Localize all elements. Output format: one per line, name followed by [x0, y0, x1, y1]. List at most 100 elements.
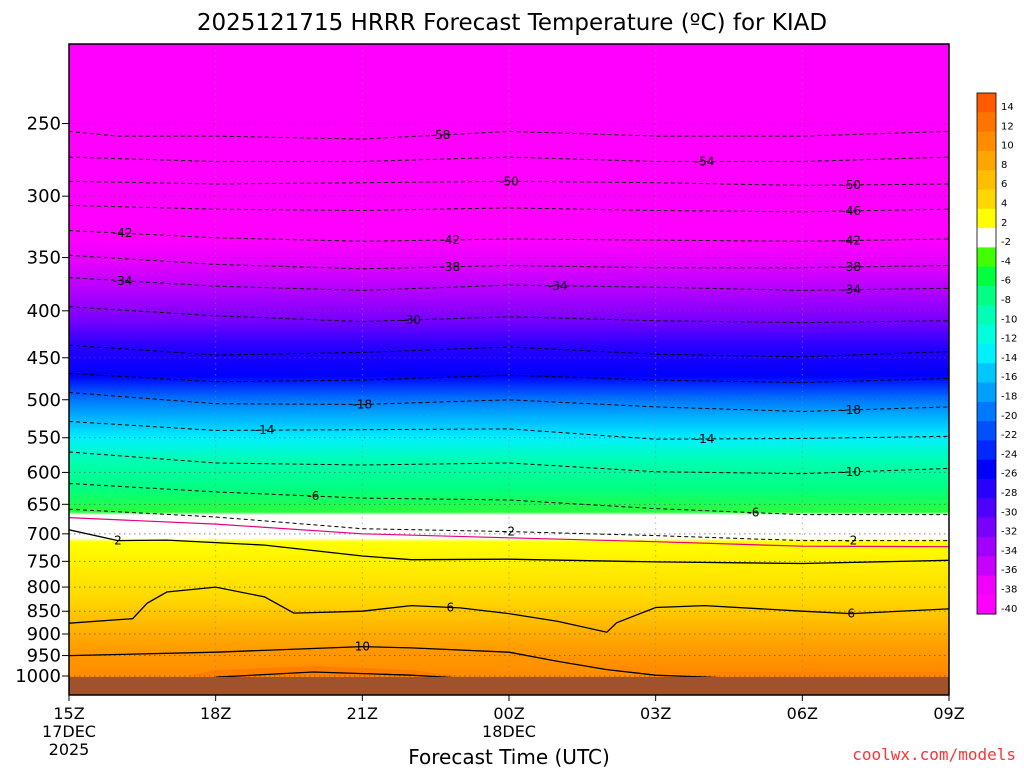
colorbar-swatch	[977, 305, 996, 325]
colorbar-label: 14	[1001, 102, 1014, 113]
isotherm-line	[69, 130, 949, 140]
colorbar-swatch	[977, 440, 996, 461]
colorbar-swatch	[977, 556, 996, 576]
credit-text: coolwx.com/models	[852, 745, 1016, 764]
isotherm-line	[69, 344, 949, 358]
colorbar-swatch	[977, 343, 996, 364]
colorbar-label: -14	[1001, 353, 1017, 364]
isotherm: -38 -38	[69, 254, 949, 274]
contour-label: -34	[548, 279, 568, 293]
isotherm: -30	[69, 306, 949, 327]
colorbar-label: 12	[1001, 121, 1014, 132]
contour-label: 10	[355, 640, 370, 654]
y-tick-label: 600	[27, 462, 61, 483]
colorbar-label: -4	[1001, 256, 1011, 267]
colorbar-label: -6	[1001, 276, 1011, 287]
y-tick-label: 700	[27, 524, 61, 545]
colorbar-label: 10	[1001, 141, 1014, 152]
isotherm-warm: 2	[69, 529, 949, 565]
warm-bands	[69, 644, 705, 676]
y-tick-label: 750	[27, 551, 61, 572]
contour-label: -50	[841, 178, 861, 192]
colorbar-label: -32	[1001, 527, 1017, 538]
contour-label: -42	[841, 234, 861, 248]
contour-label: -10	[841, 465, 861, 479]
contour-label: 6	[447, 600, 455, 614]
colorbar-swatch	[977, 228, 996, 248]
contour-label: -30	[401, 313, 421, 327]
contour-label: -2	[845, 534, 857, 548]
isotherm: -6 -6	[69, 483, 949, 520]
contour-label: -46	[841, 204, 861, 218]
colorbar-swatch	[977, 421, 996, 441]
y-tick-label: 400	[27, 301, 61, 322]
isotherm-warm-line	[69, 645, 730, 679]
colorbar-label: -38	[1001, 585, 1017, 596]
colorbar-label: -40	[1001, 604, 1017, 615]
colorbar-swatch	[977, 575, 996, 596]
x-tick-sublabel: 18DEC	[482, 722, 536, 741]
contour-label: -18	[353, 398, 373, 412]
colorbar-swatch	[977, 189, 996, 210]
colorbar-swatch	[977, 131, 996, 152]
colorbar-label: -34	[1001, 546, 1017, 557]
colorbar-swatch	[977, 594, 996, 615]
colorbar-swatch	[977, 517, 996, 538]
plot-area: -58-54-50 -50-46-42 -42 -42-38 -38-34 -34 -34-…	[69, 44, 949, 695]
isotherm: -58	[69, 128, 949, 142]
colorbar-swatch	[977, 401, 996, 422]
y-tick-label: 800	[27, 577, 61, 598]
y-tick-label: 900	[27, 624, 61, 645]
isotherm	[69, 344, 949, 358]
contour-label: 2	[114, 534, 122, 548]
isotherm-warm-line	[69, 586, 949, 633]
isotherm: -46	[69, 204, 949, 218]
colorbar-label: -16	[1001, 372, 1017, 383]
colorbar-swatch	[977, 93, 996, 113]
contour-label: -6	[747, 506, 759, 520]
isotherm-warm	[215, 671, 461, 679]
isotherm: -50 -50	[69, 174, 949, 192]
colorbar-swatch	[977, 208, 996, 229]
colorbar-swatch	[977, 363, 996, 383]
y-tick-label: 950	[27, 646, 61, 667]
isotherm: -14 -14	[69, 421, 949, 446]
isotherm-line	[69, 392, 949, 413]
contour-label: -42	[441, 233, 461, 247]
colorbar-label: -36	[1001, 565, 1017, 576]
isotherm-contours: -58-54-50 -50-46-42 -42 -42-38 -38-34 -34 -34-…	[69, 128, 949, 679]
ground-surface	[69, 677, 949, 695]
colorbar-swatch	[977, 382, 996, 403]
colorbar-label: 2	[1001, 218, 1007, 229]
chart-title: 2025121715 HRRR Forecast Temperature (ºC…	[197, 10, 827, 36]
warm-band-14	[186, 665, 461, 676]
isotherm-line	[69, 451, 949, 475]
colorbar-label: -26	[1001, 469, 1017, 480]
x-tick-sublabel: 17DEC	[42, 722, 96, 741]
colorbar-label: -22	[1001, 430, 1017, 441]
isotherm: -34 -34 -34	[69, 274, 949, 297]
isotherm-warm-line	[215, 671, 461, 679]
y-tick-label: 300	[27, 186, 61, 207]
colorbar-swatch	[977, 112, 996, 132]
contour-label: -34	[113, 274, 133, 288]
y-tick-label: 350	[27, 248, 61, 269]
isotherm: -42 -42 -42	[69, 226, 949, 248]
isotherm: -2 -2	[69, 508, 949, 548]
contour-label: -34	[841, 283, 861, 297]
colorbar-label: -30	[1001, 507, 1017, 518]
contour-label: -58	[431, 128, 451, 142]
x-axis-label: Forecast Time (UTC)	[408, 745, 610, 768]
x-tick-sublabel: 2025	[49, 740, 90, 759]
y-tick-label: 850	[27, 601, 61, 622]
colorbar-swatch	[977, 286, 996, 306]
isotherm: -18 -18	[69, 392, 949, 417]
isotherm-warm-line	[69, 529, 949, 565]
x-tick-label: 21Z	[347, 704, 378, 723]
colorbar-label: -28	[1001, 488, 1017, 499]
freezing-line	[69, 517, 949, 548]
colorbar-swatch	[977, 150, 996, 171]
contour-label: -42	[113, 226, 133, 240]
y-tick-label: 1000	[15, 666, 61, 687]
